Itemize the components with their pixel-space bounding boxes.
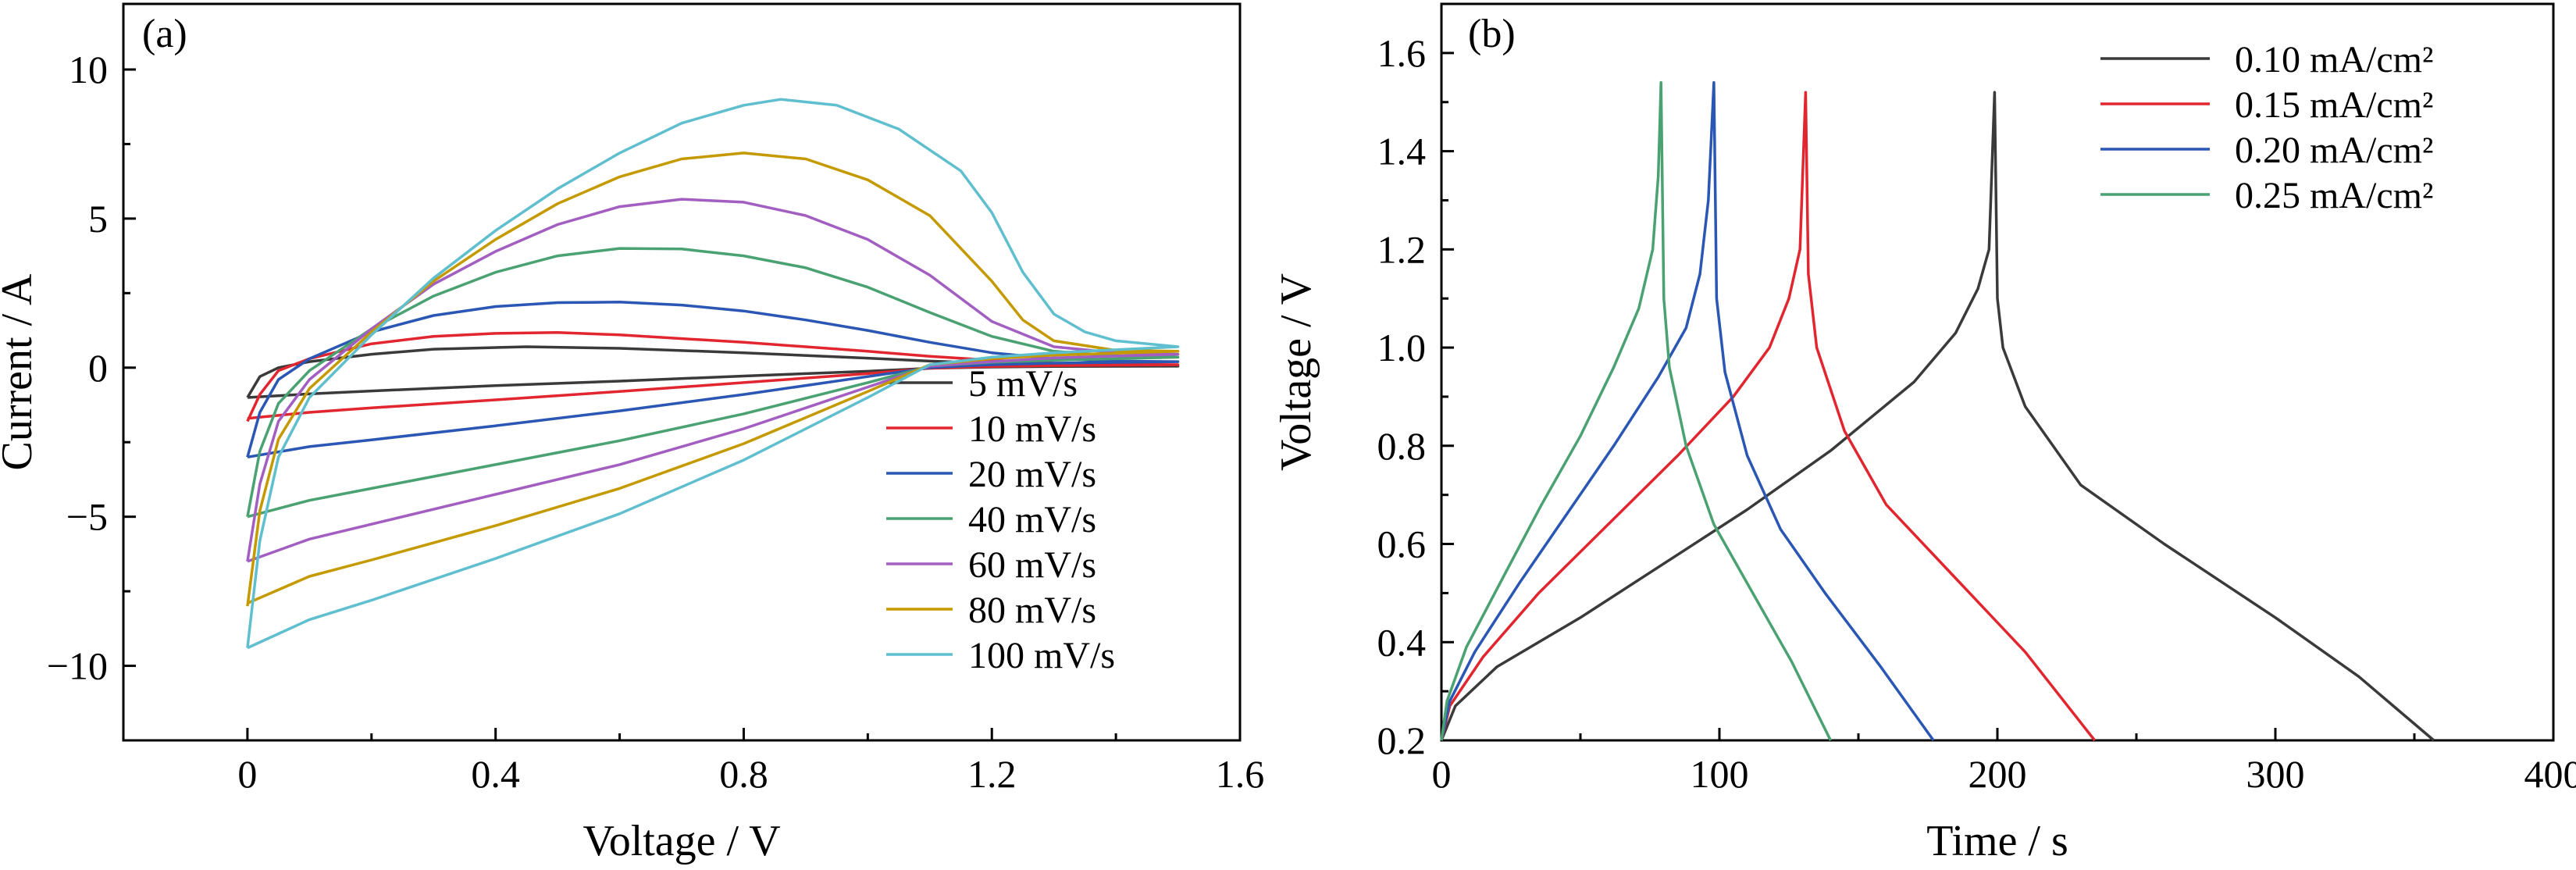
series-line-3 xyxy=(1440,80,1935,742)
y-tick-label: 10 xyxy=(69,48,108,91)
legend-label-3: 0.20 mA/cm² xyxy=(2235,130,2433,171)
legend-label-7: 100 mV/s xyxy=(968,635,1115,676)
legend-label-3: 20 mV/s xyxy=(968,454,1096,495)
y-tick-label: 1.6 xyxy=(1377,31,1427,75)
legend-label-5: 60 mV/s xyxy=(968,544,1096,586)
legend-label-4: 40 mV/s xyxy=(968,499,1096,540)
series-line-4 xyxy=(1440,80,1832,741)
x-tick-label: 0 xyxy=(1432,752,1452,796)
y-tick-label: 1.4 xyxy=(1377,130,1427,173)
series-line-4 xyxy=(246,247,1180,519)
series-line-3 xyxy=(246,301,1180,459)
y-tick-label: 1.2 xyxy=(1377,227,1427,271)
x-tick-label: 200 xyxy=(1969,752,2027,796)
series-line-1 xyxy=(1440,91,2435,742)
y-tick-label: −10 xyxy=(47,644,108,688)
legend-label-6: 80 mV/s xyxy=(968,590,1096,631)
chart-panel-b: 0 100 200 300 400 0.2 0.4 0.6 0.8 1.0 1.2 1.4 1.6 Tim… xyxy=(1272,2,2576,865)
x-tick-label: 0.4 xyxy=(471,752,520,796)
y-tick-label: 5 xyxy=(88,197,108,241)
legend-label-1: 5 mV/s xyxy=(968,363,1078,405)
legend-label-1: 0.10 mA/cm² xyxy=(2235,39,2433,80)
chart-panel-a: 0 0.4 0.8 1.2 1.6 −10 −5 0 5 10 Voltage / V Current… xyxy=(0,2,1265,865)
x-tick-label: 300 xyxy=(2246,752,2305,796)
y-axis-title: Current / A xyxy=(0,273,41,471)
x-axis-title: Time / s xyxy=(1926,817,2068,865)
panel-label: (a) xyxy=(142,12,187,56)
plot-frame xyxy=(122,2,1242,742)
y-tick-label: 0 xyxy=(88,346,108,390)
y-tick-label: −5 xyxy=(66,495,108,539)
y-tick-label: 1.0 xyxy=(1377,326,1427,369)
x-tick-label: 1.6 xyxy=(1216,752,1265,796)
x-axis-title: Voltage / V xyxy=(583,817,780,865)
panel-label: (b) xyxy=(1468,12,1516,56)
x-tick-label: 400 xyxy=(2524,752,2576,796)
y-tick-label: 0.2 xyxy=(1377,718,1427,762)
x-tick-label: 0 xyxy=(237,752,257,796)
x-tick-label: 100 xyxy=(1691,752,1749,796)
y-axis-title: Voltage / V xyxy=(1272,273,1320,471)
series-line-7 xyxy=(246,98,1180,650)
y-tick-label: 0.8 xyxy=(1377,424,1427,468)
x-tick-label: 1.2 xyxy=(967,752,1017,796)
y-tick-label: 0.4 xyxy=(1377,620,1427,664)
y-tick-label: 0.6 xyxy=(1377,522,1427,566)
series-line-2 xyxy=(1440,91,2096,742)
legend-label-2: 0.15 mA/cm² xyxy=(2235,84,2433,126)
legend-label-2: 10 mV/s xyxy=(968,408,1096,450)
x-tick-label: 0.8 xyxy=(719,752,768,796)
legend-label-4: 0.25 mA/cm² xyxy=(2235,175,2433,216)
